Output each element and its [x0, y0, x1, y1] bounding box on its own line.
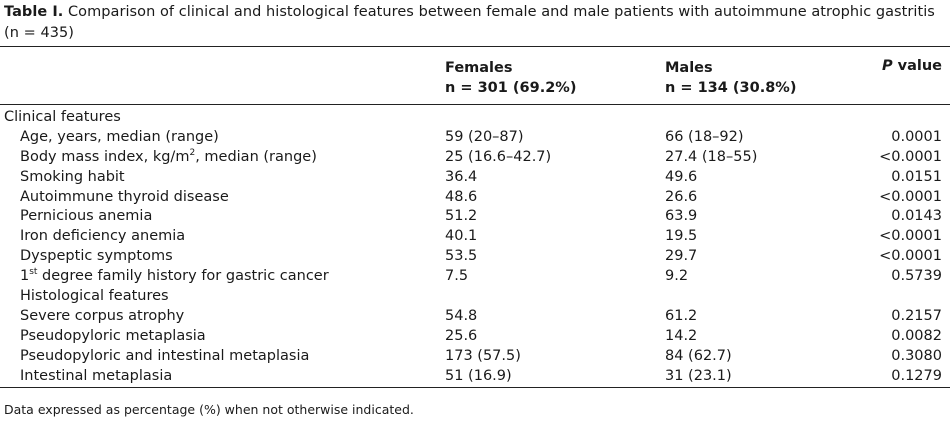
p-value-header: P value — [882, 58, 942, 74]
row-label: Dyspeptic symptoms — [20, 248, 173, 265]
table-row: Pernicious anemia 51.2 63.9 0.0143 — [0, 206, 950, 226]
p-value: <0.0001 — [879, 228, 942, 245]
females-value: 7.5 — [445, 268, 469, 285]
row-label: Body mass index, kg/m2, median (range) — [20, 147, 317, 167]
header-rule — [0, 104, 950, 105]
p-value: 0.0151 — [891, 168, 942, 185]
table-row: Age, years, median (range) 59 (20–87) 66 (… — [0, 127, 950, 147]
section-row: Clinical features — [0, 107, 950, 127]
table-body: Clinical features Age, years, median (ran… — [0, 107, 950, 385]
row-label-superscript: 2 — [189, 147, 196, 158]
table-label: Table I. — [4, 4, 64, 20]
males-value: 26.6 — [665, 188, 698, 205]
table-row: Severe corpus atrophy 54.8 61.2 0.2157 — [0, 306, 950, 326]
row-label: Iron deficiency anemia — [20, 228, 186, 245]
p-value: 0.5739 — [891, 268, 942, 285]
table-footnote: Data expressed as percentage (%) when no… — [4, 402, 414, 417]
row-label: Pseudopyloric metaplasia — [20, 327, 206, 344]
males-header: Males n = 134 (30.8%) — [665, 58, 796, 98]
p-value: 0.1279 — [891, 367, 942, 384]
row-label: Age, years, median (range) — [20, 128, 219, 145]
females-header-title: Females — [445, 60, 513, 76]
table-row: Intestinal metaplasia 51 (16.9) 31 (23.1) 0… — [0, 366, 950, 386]
row-label: Smoking habit — [20, 168, 125, 185]
females-value: 25.6 — [445, 327, 478, 344]
row-label-part: Body mass index, kg/m — [20, 148, 190, 165]
females-value: 25 (16.6–42.7) — [445, 148, 552, 165]
females-value: 51.2 — [445, 208, 478, 225]
row-label-superscript: st — [29, 267, 38, 278]
table-row: Pseudopyloric and intestinal metaplasia 1… — [0, 346, 950, 366]
row-label-part: , median (range) — [195, 148, 317, 165]
table-row: Autoimmune thyroid disease 48.6 26.6 <0.000… — [0, 187, 950, 207]
row-label: Autoimmune thyroid disease — [20, 188, 229, 205]
males-value: 19.5 — [665, 228, 698, 245]
p-value: <0.0001 — [879, 248, 942, 265]
row-label: Pernicious anemia — [20, 208, 153, 225]
row-label: Histological features — [20, 288, 169, 305]
table-row: Pseudopyloric metaplasia 25.6 14.2 0.0082 — [0, 326, 950, 346]
males-value: 29.7 — [665, 248, 698, 265]
males-value: 84 (62.7) — [665, 347, 732, 364]
females-value: 59 (20–87) — [445, 128, 524, 145]
row-label: Clinical features — [4, 109, 121, 125]
row-label: Pseudopyloric and intestinal metaplasia — [20, 347, 310, 364]
females-header-count: n = 301 (69.2%) — [445, 80, 577, 96]
p-value: 0.3080 — [891, 347, 942, 364]
males-value: 66 (18–92) — [665, 128, 744, 145]
table-row: Iron deficiency anemia 40.1 19.5 <0.0001 — [0, 226, 950, 246]
table-row: 1st degree family history for gastric ca… — [0, 266, 950, 286]
bottom-rule — [0, 387, 950, 388]
table-row: Body mass index, kg/m2, median (range) 25… — [0, 147, 950, 167]
row-label: Intestinal metaplasia — [20, 367, 173, 384]
females-value: 36.4 — [445, 168, 478, 185]
males-value: 49.6 — [665, 168, 698, 185]
females-value: 51 (16.9) — [445, 367, 512, 384]
males-value: 61.2 — [665, 307, 698, 324]
table-row: Smoking habit 36.4 49.6 0.0151 — [0, 167, 950, 187]
p-value-header-text: value — [892, 58, 942, 74]
females-value: 173 (57.5) — [445, 347, 521, 364]
row-label: 1st degree family history for gastric ca… — [20, 266, 329, 286]
males-value: 9.2 — [665, 268, 689, 285]
females-header: Females n = 301 (69.2%) — [445, 58, 576, 98]
males-value: 14.2 — [665, 327, 698, 344]
p-value: <0.0001 — [879, 148, 942, 165]
females-value: 40.1 — [445, 228, 478, 245]
females-value: 53.5 — [445, 248, 478, 265]
p-value: <0.0001 — [879, 188, 942, 205]
row-label-part: 1 — [20, 268, 30, 285]
p-value: 0.0082 — [891, 327, 942, 344]
males-value: 27.4 (18–55) — [665, 148, 758, 165]
table-row: Histological features — [0, 286, 950, 306]
table-row: Dyspeptic symptoms 53.5 29.7 <0.0001 — [0, 246, 950, 266]
p-value: 0.2157 — [891, 307, 942, 324]
females-value: 54.8 — [445, 307, 478, 324]
males-value: 31 (23.1) — [665, 367, 732, 384]
females-value: 48.6 — [445, 188, 478, 205]
males-value: 63.9 — [665, 208, 698, 225]
row-label-part: degree family history for gastric cancer — [37, 268, 329, 285]
table-title: Comparison of clinical and histological … — [4, 4, 935, 41]
p-value: 0.0143 — [891, 208, 942, 225]
males-header-title: Males — [665, 60, 713, 76]
p-value-header-p: P — [881, 58, 893, 74]
p-value: 0.0001 — [891, 128, 942, 145]
row-label: Severe corpus atrophy — [20, 307, 185, 324]
males-header-count: n = 134 (30.8%) — [665, 80, 797, 96]
top-rule — [0, 46, 950, 47]
table-caption: Table I. Comparison of clinical and hist… — [4, 2, 946, 44]
